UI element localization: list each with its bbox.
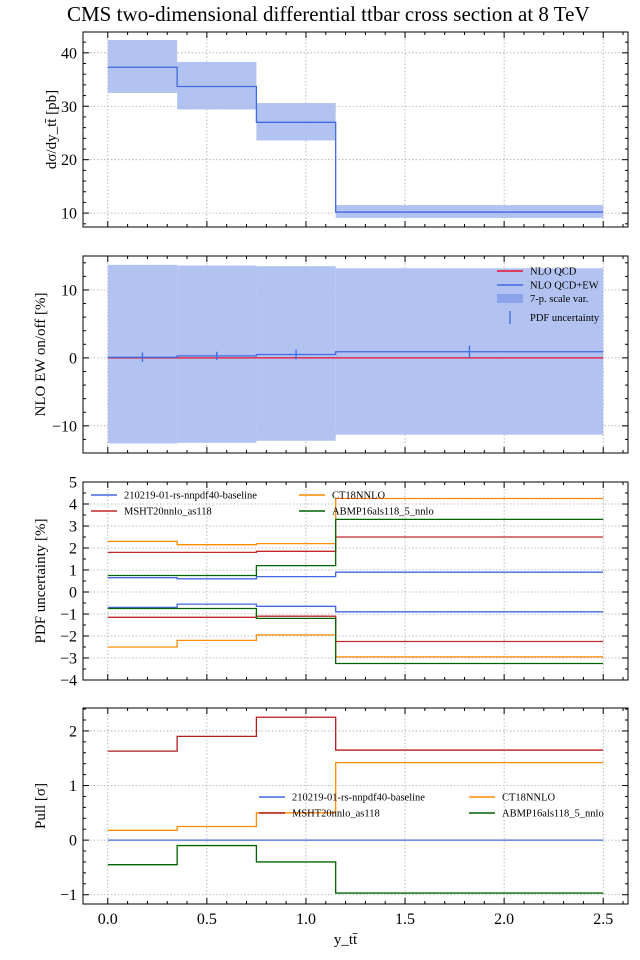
legend: 210219-01-rs-nnpdf40-baseline MSHT20nnlo_… (91, 491, 434, 518)
y-tick-label: −2 (60, 629, 77, 646)
x-tick-label: 0.5 (197, 911, 217, 928)
series-line-1 (107, 351, 604, 358)
legend-label: 210219-01-rs-nnpdf40-baseline (292, 793, 425, 804)
y-tick-label: 1 (69, 563, 77, 580)
y-tick-label: 40 (61, 45, 77, 62)
legend-label: NLO QCD+EW (530, 281, 599, 292)
plot-area (83, 32, 628, 227)
series-line-3-upper (107, 518, 604, 577)
legend-label: MSHT20nnlo_as118 (124, 507, 212, 518)
y-tick-label: 2 (69, 723, 77, 740)
x-tick-label: 0.0 (98, 911, 118, 928)
y-tick-label: 20 (61, 152, 77, 169)
legend-label: ABMP16als118_5_nnlo (502, 809, 604, 820)
y-tick-label: 0 (69, 833, 77, 850)
legend-label: 7-p. scale var. (530, 294, 588, 305)
series-line-3 (107, 844, 604, 894)
y-tick-label: −4 (60, 673, 77, 690)
y-tick-label: 10 (61, 206, 77, 223)
panel-3: −4 −3 −2 −1 0 1 2 3 4 5 PDF uncertainty [%] 210219-… (33, 475, 629, 690)
axes-frame (82, 255, 629, 454)
series-line-2-lower (107, 634, 604, 658)
series-line-1-lower (107, 615, 604, 643)
legend-swatch (497, 294, 523, 303)
series-line-1 (107, 716, 604, 752)
y-tick-label: 4 (69, 497, 77, 514)
y-tick-label: 30 (61, 99, 77, 116)
uncertainty-band (107, 40, 178, 93)
series-line-2-upper (107, 497, 604, 546)
series-line-0 (107, 66, 604, 213)
panel-4: −1 0 1 2 0.0 0.5 1.0 1.5 2.0 2.5 Pull [σ] y_tt̄ 2102… (33, 707, 629, 948)
y-axis-label: PDF uncertainty [%] (33, 519, 49, 644)
y-tick-label: 0 (69, 585, 77, 602)
series-line-0-upper (107, 571, 604, 580)
uncertainty-band (177, 61, 257, 110)
y-tick-label: −10 (52, 418, 77, 435)
panel-1: 10 20 30 40 dσ/dy_tt̄ [pb] (44, 31, 629, 228)
x-tick-label: 1.5 (395, 911, 415, 928)
legend-label: ABMP16als118_5_nnlo (332, 507, 434, 518)
y-axis-label: dσ/dy_tt̄ [pb] (44, 90, 60, 169)
y-tick-label: −1 (60, 607, 77, 624)
y-tick-label: 10 (61, 282, 77, 299)
legend-label: NLO QCD (530, 267, 577, 278)
y-tick-label: 1 (69, 778, 77, 795)
x-tick-label: 2.0 (494, 911, 514, 928)
x-tick-label: 1.0 (296, 911, 316, 928)
y-tick-label: 2 (69, 541, 77, 558)
axes-frame (82, 707, 629, 905)
axes-frame (82, 31, 629, 228)
y-tick-label: 5 (69, 475, 77, 492)
legend-label: CT18NNLO (332, 491, 385, 502)
legend-label: 210219-01-rs-nnpdf40-baseline (124, 491, 257, 502)
legend: 210219-01-rs-nnpdf40-baseline MSHT20nnlo_… (259, 793, 604, 820)
legend-label: PDF uncertainty (530, 313, 600, 324)
series-line-3-lower (107, 607, 604, 665)
x-axis-label: y_tt̄ (334, 932, 358, 948)
legend-label: CT18NNLO (502, 793, 555, 804)
chart-title: CMS two-dimensional differential ttbar c… (67, 2, 590, 26)
y-axis-label: NLO EW on/off [%] (33, 293, 49, 417)
y-tick-label: −3 (60, 651, 77, 668)
plot-area (83, 256, 628, 453)
y-tick-label: −1 (60, 887, 77, 904)
series-line-2 (107, 761, 604, 831)
x-tick-label: 2.5 (593, 911, 613, 928)
legend: NLO QCD NLO QCD+EW 7-p. scale var. PDF unce… (497, 267, 600, 324)
y-tick-label: 0 (69, 350, 77, 367)
y-axis-label: Pull [σ] (33, 783, 49, 829)
plot-area (83, 482, 628, 680)
plot-area (83, 708, 628, 904)
series-line-0-lower (107, 603, 604, 613)
panel-2: −10 0 10 NLO EW on/off [%] NLO QCD NLO QCD+EW… (33, 255, 629, 454)
y-tick-label: 3 (69, 519, 77, 536)
legend-label: MSHT20nnlo_as118 (292, 809, 380, 820)
